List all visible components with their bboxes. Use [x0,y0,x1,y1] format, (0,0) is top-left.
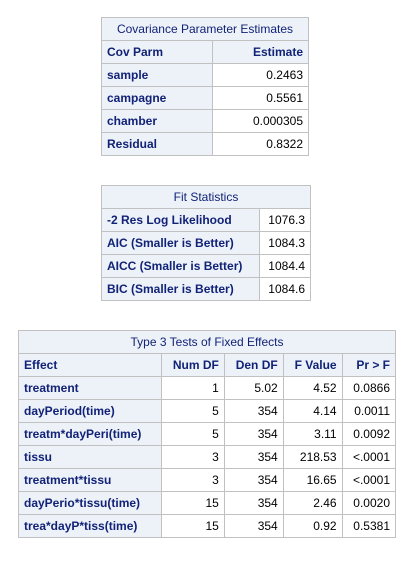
table-cell: 1084.4 [258,254,312,278]
row-header: Residual [101,132,213,156]
table-cell: 354 [223,514,284,538]
column-header: Den DF [223,353,284,377]
table-cell: 2.46 [282,491,343,515]
row-header: treatment [18,376,162,400]
table-caption: Covariance Parameter Estimates [101,17,309,41]
row-header: BIC (Smaller is Better) [101,277,260,301]
table-cell: 0.8322 [211,132,310,156]
table-row: treatment*tissu 3 354 16.65 <.0001 [18,468,397,492]
row-header: sample [101,63,213,87]
table-cell: 1076.3 [258,208,312,232]
covariance-parameter-table: Covariance Parameter Estimates Cov Parm … [101,17,310,156]
table-cell: 5.02 [223,376,284,400]
column-header: Effect [18,353,162,377]
column-header: Estimate [211,40,310,64]
table-row: dayPerio*tissu(time) 15 354 2.46 0.0020 [18,491,397,515]
table-cell: 0.0020 [341,491,397,515]
table-cell: 0.0011 [341,399,397,423]
table-cell: 16.65 [282,468,343,492]
table-cell: 4.14 [282,399,343,423]
table-row: campagne 0.5561 [101,86,310,110]
table-row: treatment 1 5.02 4.52 0.0866 [18,376,397,400]
row-header: campagne [101,86,213,110]
table-cell: 354 [223,422,284,446]
column-header: Num DF [160,353,225,377]
table-cell: 5 [160,399,225,423]
table-cell: 354 [223,468,284,492]
column-header: Pr > F [341,353,397,377]
table-cell: 1084.3 [258,231,312,255]
table-cell: <.0001 [341,468,397,492]
table-row: -2 Res Log Likelihood 1076.3 [101,208,312,232]
table-caption: Type 3 Tests of Fixed Effects [18,330,396,354]
table-row: trea*dayP*tiss(time) 15 354 0.92 0.5381 [18,514,397,538]
column-header: Cov Parm [101,40,213,64]
table-cell: 3 [160,468,225,492]
table-row: AIC (Smaller is Better) 1084.3 [101,231,312,255]
row-header: chamber [101,109,213,133]
table-cell: 1 [160,376,225,400]
table-row: Residual 0.8322 [101,132,310,156]
fixed-effects-table: Type 3 Tests of Fixed Effects Effect Num… [18,330,397,538]
table-row: BIC (Smaller is Better) 1084.6 [101,277,312,301]
table-cell: 1084.6 [258,277,312,301]
table-cell: 0.0866 [341,376,397,400]
table-cell: 3.11 [282,422,343,446]
table-row: AICC (Smaller is Better) 1084.4 [101,254,312,278]
table-cell: <.0001 [341,445,397,469]
table-cell: 4.52 [282,376,343,400]
table-cell: 3 [160,445,225,469]
table-cell: 0.000305 [211,109,310,133]
table-cell: 0.0092 [341,422,397,446]
row-header: tissu [18,445,162,469]
table-cell: 354 [223,399,284,423]
row-header: -2 Res Log Likelihood [101,208,260,232]
table-cell: 0.92 [282,514,343,538]
table-cell: 15 [160,514,225,538]
table-row: sample 0.2463 [101,63,310,87]
row-header: dayPeriod(time) [18,399,162,423]
row-header: treatm*dayPeri(time) [18,422,162,446]
row-header: AICC (Smaller is Better) [101,254,260,278]
table-cell: 5 [160,422,225,446]
table-cell: 354 [223,491,284,515]
row-header: trea*dayP*tiss(time) [18,514,162,538]
table-cell: 0.5561 [211,86,310,110]
table-cell: 354 [223,445,284,469]
table-row: chamber 0.000305 [101,109,310,133]
row-header: treatment*tissu [18,468,162,492]
column-header: F Value [282,353,343,377]
table-row: treatm*dayPeri(time) 5 354 3.11 0.0092 [18,422,397,446]
fit-statistics-table: Fit Statistics -2 Res Log Likelihood 107… [101,185,312,301]
table-cell: 0.5381 [341,514,397,538]
table-caption: Fit Statistics [101,185,311,209]
table-row: tissu 3 354 218.53 <.0001 [18,445,397,469]
table-cell: 15 [160,491,225,515]
row-header: AIC (Smaller is Better) [101,231,260,255]
table-cell: 0.2463 [211,63,310,87]
table-cell: 218.53 [282,445,343,469]
table-row: dayPeriod(time) 5 354 4.14 0.0011 [18,399,397,423]
row-header: dayPerio*tissu(time) [18,491,162,515]
